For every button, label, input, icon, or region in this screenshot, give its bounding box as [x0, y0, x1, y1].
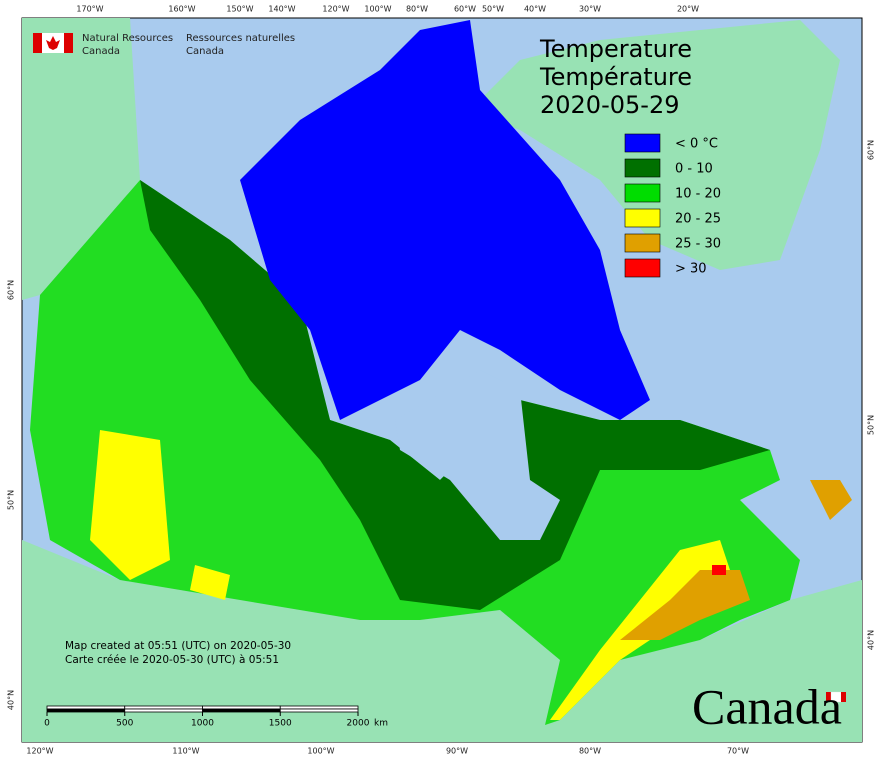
graticule-label: 50°W — [482, 5, 504, 14]
scale-label: 2000 — [347, 719, 370, 729]
header-en: Canada — [82, 46, 120, 57]
canada-wordmark: Canada — [692, 678, 846, 734]
graticule-label: 90°W — [446, 747, 468, 756]
graticule-label: 40°N — [7, 690, 16, 710]
title: Temperature — [539, 35, 692, 63]
wordmark: Canada — [692, 678, 842, 734]
header-fr: Canada — [186, 46, 224, 57]
graticule-label: 40°W — [524, 5, 546, 14]
hot-area — [620, 570, 750, 640]
hot-area — [810, 480, 852, 520]
graticule-label: 170°W — [76, 5, 103, 14]
graticule-label: 70°W — [727, 747, 749, 756]
note: Carte créée le 2020-05-30 (UTC) à 05:51 — [65, 654, 279, 666]
warm-area — [190, 565, 230, 600]
date: 2020-05-29 — [540, 91, 679, 119]
scale-segment — [46, 705, 126, 710]
nrcan-logo — [33, 33, 73, 53]
scale-label: 500 — [116, 719, 133, 729]
scale-segment — [124, 708, 203, 713]
alaska — [22, 18, 140, 300]
title: Température — [539, 63, 692, 91]
scale-segment — [202, 705, 281, 710]
graticule-label: 100°W — [364, 5, 391, 14]
usa — [22, 540, 862, 742]
graticule-label: 60°N — [867, 140, 876, 160]
scale-segment — [124, 705, 203, 710]
scale-segment — [279, 705, 359, 710]
legend-label: 25 - 30 — [675, 237, 721, 252]
header-fr: Ressources naturelles — [186, 33, 295, 44]
cool-zone — [140, 180, 770, 610]
scale-segment — [279, 708, 359, 713]
hudson-bay — [395, 370, 560, 540]
scale-label: 0 — [44, 719, 50, 729]
scale-segment — [46, 708, 126, 713]
graticule-label: 20°W — [677, 5, 699, 14]
scale-segment — [202, 708, 281, 713]
scale-label: 1000 — [191, 719, 214, 729]
scale-unit: km — [374, 719, 388, 729]
graticule-label: 120°W — [322, 5, 349, 14]
note: Map created at 05:51 (UTC) on 2020-05-30 — [65, 640, 291, 652]
graticule-label: 140°W — [268, 5, 295, 14]
graticule-label: 120°W — [26, 747, 53, 756]
graticule-label: 160°W — [168, 5, 195, 14]
graticule-label: 100°W — [307, 747, 334, 756]
graticule-label: 80°W — [406, 5, 428, 14]
arctic-cold — [240, 20, 650, 420]
graticule-label: 110°W — [172, 747, 199, 756]
legend-swatch — [624, 133, 661, 153]
graticule-label: 150°W — [226, 5, 253, 14]
legend-label: 0 - 10 — [675, 162, 713, 177]
legend-swatch — [624, 183, 661, 203]
legend-label: 20 - 25 — [675, 212, 721, 227]
graticule-label: 50°N — [7, 490, 16, 510]
graticule-label: 30°W — [579, 5, 601, 14]
legend-swatch — [624, 258, 661, 278]
legend-label: < 0 °C — [675, 137, 718, 152]
graticule-label: 80°W — [579, 747, 601, 756]
graticule-label: 40°N — [867, 630, 876, 650]
legend-swatch — [624, 208, 661, 228]
graticule-label: 60°N — [7, 280, 16, 300]
legend-label: > 30 — [675, 262, 707, 277]
header-en: Natural Resources — [82, 33, 173, 44]
legend-label: 10 - 20 — [675, 187, 721, 202]
scale-label: 1500 — [269, 719, 292, 729]
graticule-label: 50°N — [867, 415, 876, 435]
warm-area — [90, 430, 170, 580]
legend-swatch — [624, 233, 661, 253]
graticule-label: 60°W — [454, 5, 476, 14]
legend-swatch — [624, 158, 661, 178]
very-hot-area — [712, 565, 726, 575]
